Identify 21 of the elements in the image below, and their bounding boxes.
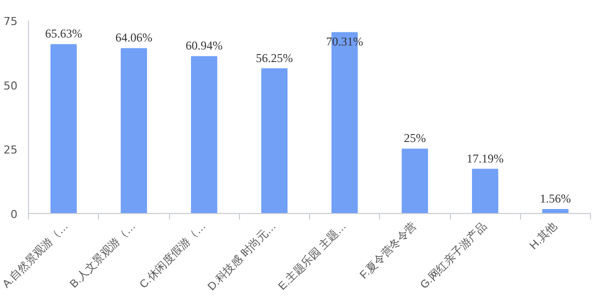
y-tick-label: 50: [4, 79, 18, 92]
data-label: 1.56%: [540, 191, 571, 206]
data-label: 65.63%: [45, 26, 82, 41]
x-tick-label: H.其他: [527, 220, 560, 252]
data-label: 60.94%: [186, 38, 223, 53]
x-tick-label: G.网红亲子游产品: [418, 220, 490, 292]
x-tick-label: F.夏令营冬令营: [357, 220, 420, 282]
bar: [190, 56, 218, 214]
bar: [50, 44, 77, 214]
data-label: 25%: [404, 131, 426, 146]
bar: [542, 208, 569, 214]
data-label: 56.25%: [256, 50, 293, 65]
y-tick-label: 25: [4, 144, 18, 157]
y-tick-label: 0: [10, 208, 18, 221]
bar: [261, 68, 288, 214]
data-label: 17.19%: [466, 151, 504, 166]
data-label: 64.06%: [115, 30, 152, 45]
bar: [472, 168, 498, 214]
bar: [402, 148, 428, 214]
bar: [120, 48, 148, 214]
y-tick-label: 75: [4, 15, 18, 28]
